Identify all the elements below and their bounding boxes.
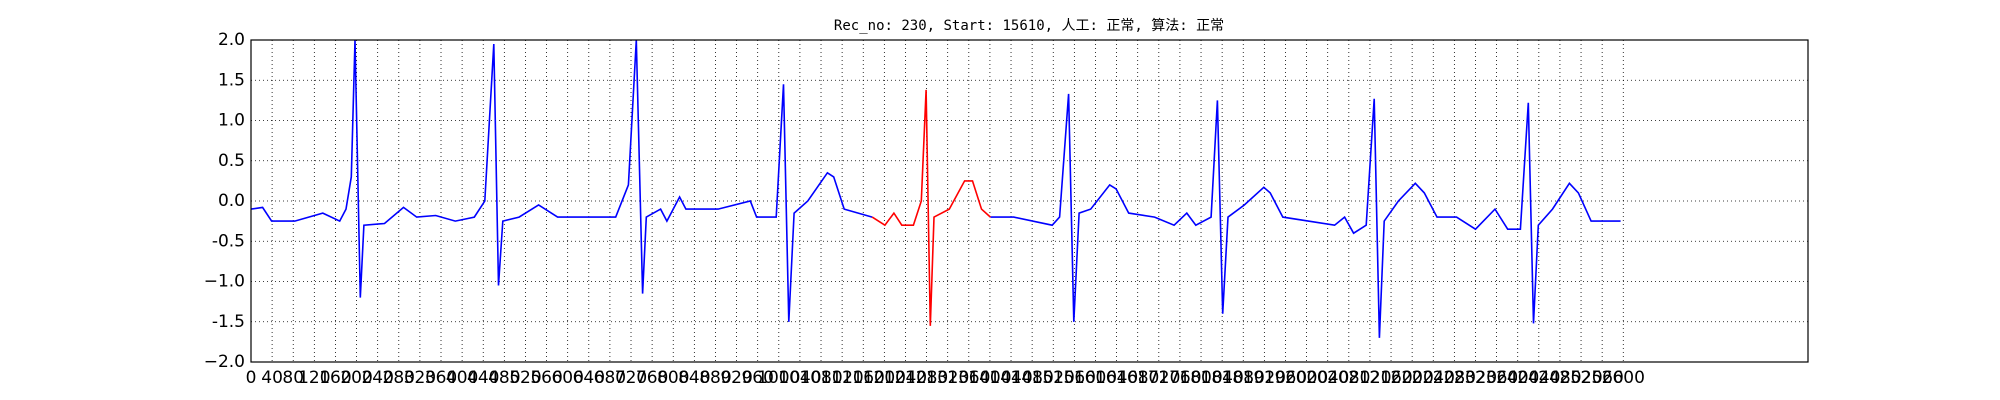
x-tick-label: 2400 <box>1496 368 1539 388</box>
x-tick-label: 1600 <box>1074 368 1117 388</box>
x-tick-label: 2320 <box>1454 368 1497 388</box>
x-tick-label: 2360 <box>1475 368 1518 388</box>
plot-frame <box>250 39 1809 363</box>
x-tick-label: 2240 <box>1412 368 1455 388</box>
x-tick-label: 2480 <box>1538 368 1581 388</box>
x-tick-label: 1480 <box>1011 368 1054 388</box>
x-tick-label: 2560 <box>1581 368 1624 388</box>
x-tick-label: 80 <box>282 368 304 388</box>
x-tick-label: 160 <box>319 368 351 388</box>
y-tick-label: 1.5 <box>218 70 245 90</box>
x-tick-label: 1720 <box>1137 368 1180 388</box>
x-tick-label: 1440 <box>989 368 1032 388</box>
y-tick-label: 2.0 <box>218 30 245 50</box>
x-tick-label: 720 <box>615 368 647 388</box>
x-tick-label: 800 <box>657 368 689 388</box>
x-tick-label: 0 <box>246 368 257 388</box>
x-tick-label: 1040 <box>778 368 821 388</box>
x-tick-label: 2200 <box>1391 368 1434 388</box>
x-tick-label: 440 <box>467 368 499 388</box>
x-tick-label: 960 <box>741 368 773 388</box>
x-tick-label: 1960 <box>1264 368 1307 388</box>
x-tick-label: 2280 <box>1433 368 1476 388</box>
x-tick-label: 200 <box>340 368 372 388</box>
x-tick-label: 2440 <box>1517 368 1560 388</box>
x-tick-label: 1360 <box>947 368 990 388</box>
x-tick-label: 2600 <box>1602 368 1645 388</box>
y-tick-label: −1.0 <box>204 272 245 292</box>
x-tick-label: 520 <box>509 368 541 388</box>
x-tick-label: 1160 <box>842 368 885 388</box>
x-tick-label: 2520 <box>1559 368 1602 388</box>
x-tick-label: 2160 <box>1369 368 1412 388</box>
x-tick-label: 40 <box>261 368 283 388</box>
x-tick-label: 1560 <box>1053 368 1096 388</box>
x-tick-label: 1400 <box>968 368 1011 388</box>
x-tick-label: 560 <box>530 368 562 388</box>
x-tick-label: 280 <box>383 368 415 388</box>
y-tick-label: -0.5 <box>212 231 245 251</box>
chart-title: Rec_no: 230, Start: 15610, 人工: 正常, 算法: 正… <box>834 18 1224 34</box>
x-tick-label: 240 <box>361 368 393 388</box>
x-tick-label: 320 <box>404 368 436 388</box>
x-tick-label: 640 <box>573 368 605 388</box>
x-tick-label: 2040 <box>1306 368 1349 388</box>
x-tick-label: 1920 <box>1243 368 1286 388</box>
y-tick-label: −2.0 <box>204 352 245 372</box>
x-tick-label: 1520 <box>1032 368 1075 388</box>
series-line <box>250 39 1621 338</box>
x-tick-label: 480 <box>488 368 520 388</box>
x-tick-label: 1880 <box>1222 368 1265 388</box>
x-tick-label: 1000 <box>757 368 800 388</box>
x-tick-label: 360 <box>425 368 457 388</box>
x-tick-label: 1200 <box>863 368 906 388</box>
x-tick-label: 920 <box>720 368 752 388</box>
x-tick-label: 1080 <box>799 368 842 388</box>
x-tick-label: 760 <box>636 368 668 388</box>
x-tick-label: 1680 <box>1116 368 1159 388</box>
x-tick-label: 1280 <box>905 368 948 388</box>
x-tick-label: 1640 <box>1095 368 1138 388</box>
x-tick-label: 840 <box>678 368 710 388</box>
y-tick-label: -1.5 <box>212 312 245 332</box>
x-tick-label: 2080 <box>1327 368 1370 388</box>
x-tick-label: 1120 <box>820 368 863 388</box>
series-line <box>871 89 991 326</box>
x-tick-label: 1240 <box>884 368 927 388</box>
x-tick-label: 120 <box>298 368 330 388</box>
x-tick-label: 880 <box>699 368 731 388</box>
y-tick-label: 0.5 <box>218 151 245 171</box>
x-tick-label: 400 <box>446 368 478 388</box>
x-tick-label: 2120 <box>1348 368 1391 388</box>
x-tick-label: 1320 <box>926 368 969 388</box>
x-tick-label: 680 <box>594 368 626 388</box>
x-tick-label: 1840 <box>1201 368 1244 388</box>
x-tick-label: 600 <box>551 368 583 388</box>
y-tick-label: 0.0 <box>218 191 245 211</box>
x-tick-label: 1800 <box>1179 368 1222 388</box>
x-tick-label: 2000 <box>1285 368 1328 388</box>
y-tick-label: 1.0 <box>218 111 245 131</box>
x-tick-label: 1760 <box>1158 368 1201 388</box>
